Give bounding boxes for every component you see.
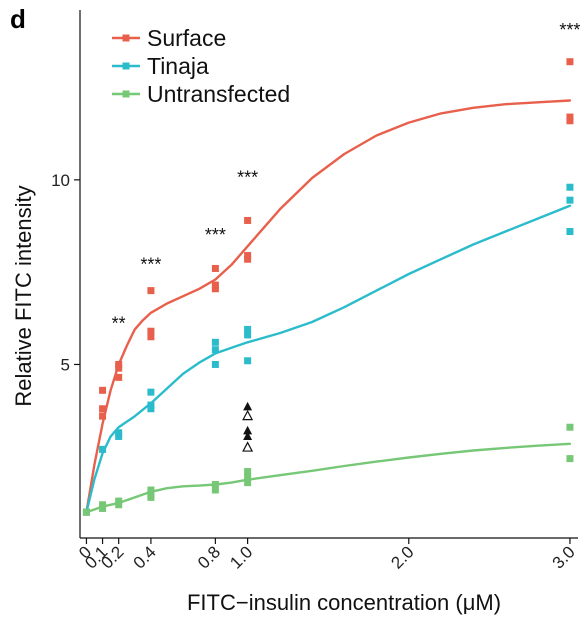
legend-label-tinaja: Tinaja [147,53,209,79]
fit-line-tinaja [85,204,572,514]
point-tinaja [566,183,574,191]
legend-marker-untransfected [122,90,130,98]
point-untransfected [147,490,155,498]
point-tinaja [115,432,123,440]
point-tinaja [147,388,155,396]
filled-triangle-marker [243,401,253,411]
legend-label-surface: Surface [147,25,226,51]
point-untransfected [115,497,123,505]
point-tinaja [244,325,252,333]
y-axis-title: Relative FITC intensity [11,185,36,406]
point-tinaja [115,429,123,437]
legend-marker-surface [122,34,130,42]
point-untransfected [244,468,252,476]
point-surface [115,373,123,381]
point-untransfected [211,486,219,494]
open-triangle-marker [242,441,254,452]
point-tinaja [244,331,252,339]
point-untransfected [99,501,107,509]
filled-triangle-marker [243,431,253,440]
panel-letter: d [10,4,26,34]
significance-label: ** [112,313,126,333]
x-tick-label: 3.0 [549,542,579,572]
point-surface [147,287,155,295]
point-surface [211,264,219,272]
point-untransfected [211,480,219,488]
point-surface [115,360,123,368]
point-surface [566,113,574,121]
point-untransfected [566,423,574,431]
point-untransfected [99,504,107,512]
x-tick-label: 2.0 [387,542,417,572]
significance-label: *** [140,254,161,274]
x-tick-label: 0.8 [194,542,224,572]
legend-marker-tinaja [122,62,130,70]
point-untransfected [244,479,252,487]
open-triangle-marker [242,409,254,421]
point-surface [99,405,107,413]
point-tinaja [244,357,252,365]
significance-label: *** [237,168,258,188]
point-tinaja [566,228,574,236]
point-tinaja [147,405,155,413]
point-surface [244,252,252,260]
point-surface [566,58,574,66]
point-untransfected [147,493,155,501]
point-untransfected [82,508,90,516]
point-untransfected [244,473,252,481]
point-surface [566,117,574,125]
point-surface [147,333,155,341]
point-surface [211,285,219,293]
significance-label: *** [205,225,226,245]
point-surface [244,216,252,224]
significance-label: *** [559,20,580,40]
y-tick-label: 10 [51,171,70,190]
point-tinaja [566,196,574,204]
point-surface [99,386,107,394]
fit-line-surface [85,99,572,514]
fit-line-untransfected [85,442,572,514]
y-tick-label: 5 [61,355,70,374]
point-untransfected [147,486,155,494]
point-tinaja [211,360,219,368]
x-tick-label: 0.4 [130,542,160,572]
x-tick-label: 1.0 [226,542,256,572]
point-surface [244,255,252,263]
legend-label-untransfected: Untransfected [147,81,290,107]
x-axis-title: FITC−insulin concentration (μM) [187,590,501,615]
point-tinaja [211,346,219,354]
filled-triangle-marker [243,425,253,435]
point-surface [115,364,123,372]
point-tinaja [147,401,155,409]
point-surface [99,412,107,420]
point-untransfected [566,455,574,463]
point-surface [147,327,155,335]
point-surface [211,281,219,289]
point-tinaja [211,338,219,346]
point-untransfected [115,501,123,509]
point-tinaja [99,445,107,453]
